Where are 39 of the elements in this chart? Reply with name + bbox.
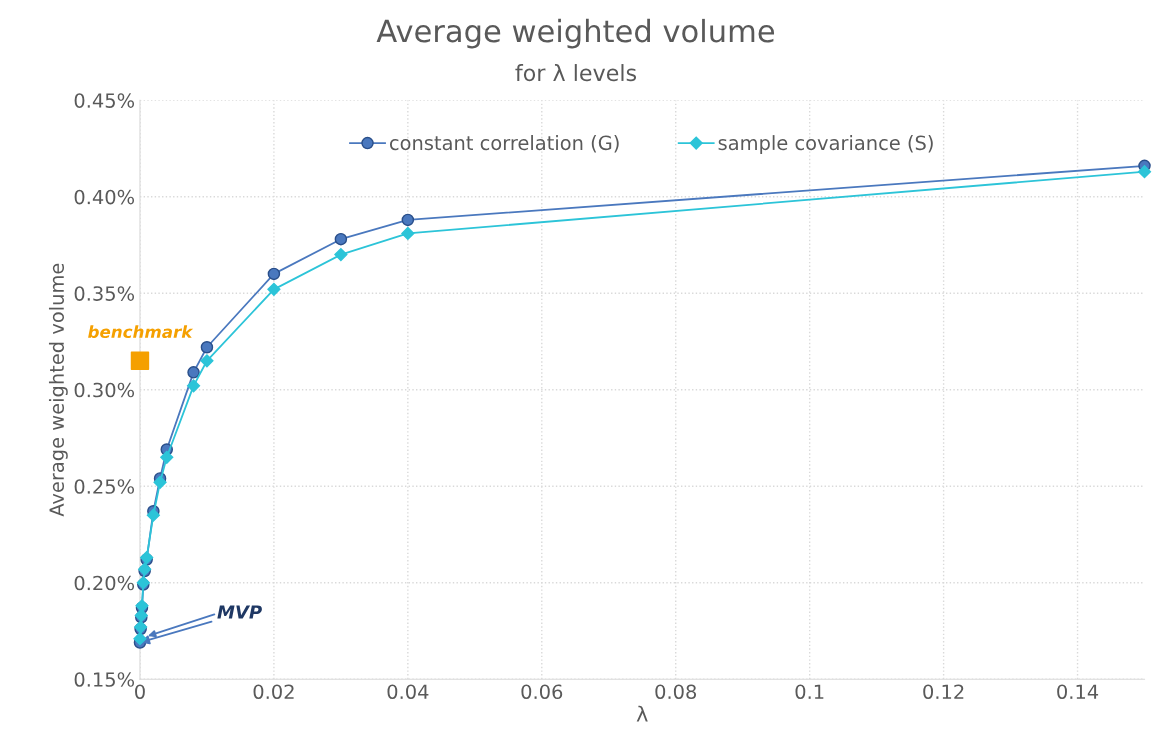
point [186,379,201,393]
y-tick-label: 0.45% [74,93,135,108]
y-tick-label: 0.25% [74,479,135,494]
point [133,632,147,646]
x-axis-title: λ [636,705,648,722]
point [146,508,160,522]
y-tick-label: 0.15% [74,672,135,687]
point [160,450,174,464]
point [401,213,415,227]
point [1137,165,1152,179]
legend-label: constant correlation (G) [389,135,619,153]
point [130,351,150,370]
x-tick-label: 0 [135,684,145,700]
y-tick-label: 0.30% [74,382,135,398]
point [200,341,214,354]
x-tick-label: 0.1 [795,684,824,700]
series-label: benchmark [88,325,194,339]
y-axis-title: Average weighted volume [48,263,68,517]
point [267,282,281,296]
y-tick-label: 0.40% [74,189,135,205]
point [334,232,348,246]
x-tick-label: 0.08 [655,684,697,700]
point [401,226,415,240]
chart-subtitle: for λ levels [515,64,637,82]
x-tick-label: 0.12 [923,684,964,700]
point [267,267,281,281]
point [200,354,214,368]
annotation: MVP [217,605,262,619]
y-tick-label: 0.20% [74,575,135,591]
chart-title: Average weighted volume [376,18,775,49]
x-tick-label: 0.14 [1057,684,1099,700]
x-tick-label: 0.04 [387,684,429,700]
point [187,366,200,379]
legend-label: sample covariance (S) [718,135,933,154]
point [153,475,167,489]
point [334,248,348,262]
x-tick-label: 0.02 [253,684,294,700]
y-tick-label: 0.35% [74,286,135,301]
x-tick-label: 0.06 [521,684,563,700]
